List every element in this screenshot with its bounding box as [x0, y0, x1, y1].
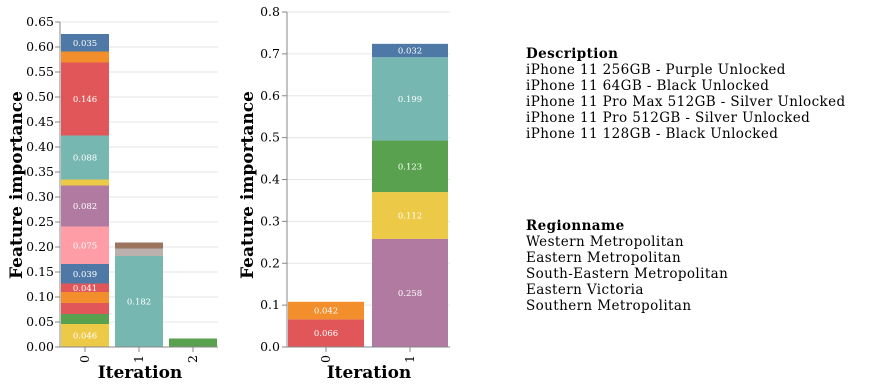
y-tick-label: 0.4 — [260, 172, 280, 187]
bar-segment — [61, 51, 109, 63]
y-tick-label: 0.20 — [26, 239, 54, 254]
legend-item: Western Metropolitan — [526, 234, 684, 250]
y-tick-label: 0.3 — [260, 213, 280, 228]
y-axis-label: Feature importance — [7, 91, 27, 279]
bar-data-label: 0.042 — [314, 307, 338, 317]
y-tick-label: 0.2 — [260, 255, 280, 270]
bar-segment — [372, 238, 448, 347]
bar-segment — [61, 62, 109, 136]
legend-item: Eastern Victoria — [526, 282, 644, 298]
y-tick-label: 0.10 — [26, 289, 54, 304]
y-tick-label: 0.25 — [26, 214, 54, 229]
bar-segment — [61, 264, 109, 284]
x-tick-label: 2 — [185, 355, 200, 363]
bar-segment — [372, 192, 448, 239]
y-tick-label: 0.55 — [26, 64, 54, 79]
bar-data-label: 0.182 — [127, 298, 151, 308]
bar-data-label: 0.082 — [73, 202, 97, 212]
bar-segment — [61, 283, 109, 292]
bar-data-label: 0.258 — [398, 289, 422, 299]
chart-right: Feature importance Iteration 0.0 0.1 0.2 0.… — [238, 4, 450, 383]
bar-segment — [288, 319, 364, 347]
y-tick-label: 0.40 — [26, 139, 54, 154]
bar-data-label: 0.032 — [398, 47, 422, 57]
y-axis-label: Feature importance — [238, 91, 258, 279]
y-tick-label: 0.45 — [26, 114, 54, 129]
bar-segment — [61, 179, 109, 186]
bar-data-label: 0.123 — [398, 162, 422, 172]
legend-item: iPhone 11 Pro 512GB - Silver Unlocked — [526, 110, 811, 126]
x-tick-label: 0 — [318, 355, 333, 363]
legend-item: iPhone 11 128GB - Black Unlocked — [526, 126, 779, 142]
x-axis-label: Iteration — [98, 363, 183, 383]
legend-item: iPhone 11 256GB - Purple Unlocked — [526, 62, 786, 78]
legend-title: Description — [526, 46, 619, 62]
x-tick-label: 0 — [77, 355, 92, 363]
bar-segment — [372, 43, 448, 58]
bar-data-label: 0.066 — [314, 329, 338, 339]
legend-description: Description iPhone 11 256GB - Purple Unl… — [526, 46, 846, 142]
y-tick-label: 0.30 — [26, 189, 54, 204]
bar-data-label: 0.035 — [73, 39, 97, 49]
bar-data-label: 0.075 — [73, 241, 97, 251]
bar-segment — [115, 256, 163, 347]
bar-segment — [372, 140, 448, 193]
bar-segment — [115, 242, 163, 249]
y-tick-label: 0.15 — [26, 264, 54, 279]
bar-data-label: 0.041 — [73, 284, 97, 294]
y-tick-label: 0.65 — [26, 14, 54, 29]
bar-segment — [115, 248, 163, 256]
chart-left: Feature importance Iteration 0.00 0.05 0.1… — [7, 14, 218, 383]
x-axis-label: Iteration — [327, 363, 412, 383]
legend-item: iPhone 11 Pro Max 512GB - Silver Unlocke… — [526, 94, 846, 110]
legend-item: iPhone 11 64GB - Black Unlocked — [526, 78, 770, 94]
bar-data-label: 0.046 — [73, 332, 97, 342]
y-tick-label: 0.1 — [260, 297, 280, 312]
bar-segment — [169, 338, 217, 347]
bar-data-label: 0.199 — [398, 95, 422, 105]
bar-data-label: 0.088 — [73, 154, 97, 164]
legend-item: Southern Metropolitan — [526, 298, 692, 314]
bar-data-label: 0.146 — [73, 95, 97, 105]
bar-segment — [288, 301, 364, 320]
legend-regionname: Regionname Western Metropolitan Eastern … — [526, 218, 728, 314]
x-tick-label: 1 — [402, 355, 417, 363]
bar-segment — [61, 314, 109, 324]
bar-data-label: 0.039 — [73, 270, 97, 280]
bar-segment — [61, 185, 109, 227]
bar-segment — [61, 324, 109, 347]
bar-segment — [61, 292, 109, 303]
x-tick-label: 1 — [131, 355, 146, 363]
bar-segment — [61, 135, 109, 180]
y-tick-label: 0.60 — [26, 39, 54, 54]
y-tick-label: 0.35 — [26, 164, 54, 179]
y-tick-label: 0.7 — [260, 46, 280, 61]
legend-item: South-Eastern Metropolitan — [526, 266, 729, 282]
bar-data-label: 0.112 — [398, 212, 422, 222]
y-tick-label: 0.0 — [260, 339, 280, 354]
bar-segment — [372, 57, 448, 141]
y-tick-label: 0.05 — [26, 314, 54, 329]
legend-item: Eastern Metropolitan — [526, 250, 682, 266]
bar-segment — [61, 34, 109, 52]
bar-segment — [61, 303, 109, 314]
legend-title: Regionname — [526, 218, 625, 234]
y-tick-label: 0.5 — [260, 130, 280, 145]
y-tick-label: 0.50 — [26, 89, 54, 104]
y-tick-label: 0.00 — [26, 339, 54, 354]
y-tick-label: 0.8 — [260, 4, 280, 19]
bar-segment — [61, 226, 109, 264]
y-tick-label: 0.6 — [260, 88, 280, 103]
